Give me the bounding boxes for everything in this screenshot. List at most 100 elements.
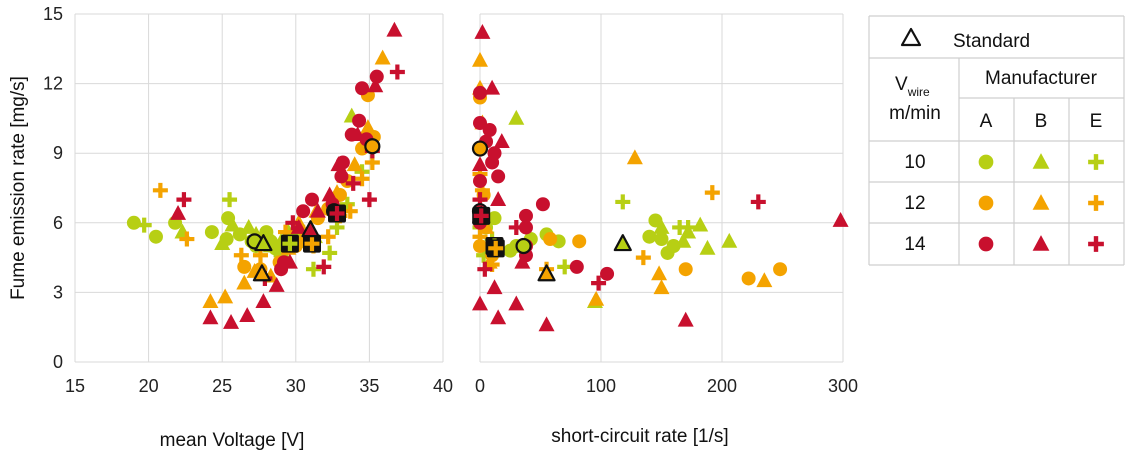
data-point-e-14 xyxy=(472,192,488,208)
legend-table: Standard Vwire m/min Manufacturer A B E … xyxy=(868,15,1125,266)
data-point-b-14 xyxy=(349,126,366,142)
data-point-b-10 xyxy=(240,218,257,234)
data-point-e-10 xyxy=(615,194,631,210)
data-point-e-10 xyxy=(680,219,696,235)
legend-vwire-main: V xyxy=(895,74,908,95)
data-point-b-14 xyxy=(223,314,240,329)
legend-marker-e-10 xyxy=(1088,154,1104,170)
data-point-a-14 xyxy=(535,197,550,212)
data-point-b-12 xyxy=(236,274,253,290)
data-point-e-14 xyxy=(345,175,361,191)
data-point-a-14 xyxy=(473,116,487,131)
legend-marker-a-14 xyxy=(978,236,994,252)
data-point-b-10 xyxy=(699,239,716,255)
data-point-e-12 xyxy=(294,231,310,247)
x-axis-title-short-circuit: short-circuit rate [1/s] xyxy=(551,426,728,447)
data-point-a-14 xyxy=(369,69,384,84)
standard-point-10 xyxy=(254,234,273,252)
data-point-b-10 xyxy=(692,216,709,232)
legend-col-a: A xyxy=(980,111,993,132)
y-tick-label: 15 xyxy=(43,4,63,24)
data-point-a-14 xyxy=(473,85,487,100)
x-axis-title-voltage: mean Voltage [V] xyxy=(160,430,305,451)
legend-row-10: 10 xyxy=(904,152,925,173)
x-tick-label: 30 xyxy=(286,376,306,396)
data-point-b-14 xyxy=(472,156,488,172)
data-point-a-10 xyxy=(666,239,681,253)
data-point-b-14 xyxy=(281,253,298,269)
y-axis-title: Fume emission rate [mg/s] xyxy=(8,76,29,300)
legend-marker-b-10 xyxy=(1032,153,1050,169)
legend-col-e: E xyxy=(1090,111,1103,132)
data-point-b-10 xyxy=(721,232,738,248)
standard-point-10 xyxy=(515,237,532,255)
data-point-b-14 xyxy=(309,202,326,218)
data-point-e-14 xyxy=(361,192,377,208)
data-point-e-10 xyxy=(476,247,492,263)
x-tick-label: 300 xyxy=(828,376,858,396)
data-point-a-14 xyxy=(482,123,497,137)
data-point-a-10 xyxy=(148,229,163,244)
data-point-a-12 xyxy=(543,232,558,247)
data-point-e-12 xyxy=(472,229,488,245)
data-point-a-14 xyxy=(304,192,319,207)
data-point-b-10 xyxy=(653,218,670,234)
legend-manufacturer-label: Manufacturer xyxy=(985,68,1098,89)
data-point-e-12 xyxy=(252,247,268,263)
standard-point-10 xyxy=(613,234,632,252)
data-point-e-14 xyxy=(477,261,493,277)
x-tick-label: 100 xyxy=(586,376,616,396)
data-point-b-12 xyxy=(374,49,391,65)
data-point-a-14 xyxy=(473,174,487,189)
data-point-e-10 xyxy=(339,196,355,212)
data-point-a-14 xyxy=(355,81,370,96)
data-point-b-12 xyxy=(626,149,643,165)
legend-markers xyxy=(900,27,1104,252)
data-point-b-14 xyxy=(202,309,219,325)
data-point-e-10 xyxy=(136,217,152,233)
data-point-e-10 xyxy=(305,261,321,277)
data-point-a-14 xyxy=(569,259,584,274)
y-tick-label: 6 xyxy=(53,213,63,233)
legend-marker-b-12 xyxy=(1032,194,1050,210)
data-point-b-14 xyxy=(538,316,555,332)
data-point-e-12 xyxy=(635,250,651,266)
standard-point-12 xyxy=(537,264,556,282)
data-point-e-14 xyxy=(750,194,766,210)
grid xyxy=(74,13,844,363)
data-point-e-12 xyxy=(484,257,500,273)
legend-marker-e-14 xyxy=(1088,236,1104,252)
x-tick-label: 20 xyxy=(139,376,159,396)
data-point-a-14 xyxy=(491,169,506,184)
y-tick-label: 12 xyxy=(43,74,63,94)
data-point-b-12 xyxy=(653,279,670,295)
data-point-e-12 xyxy=(233,247,249,263)
data-point-a-12 xyxy=(741,271,756,286)
data-point-e-14 xyxy=(176,192,192,208)
legend-vwire-unit: m/min xyxy=(889,103,941,124)
legend-vwire-sub: wire xyxy=(907,85,930,99)
data-point-a-14 xyxy=(334,169,349,184)
data-point-e-14 xyxy=(591,275,607,291)
data-point-e-12 xyxy=(152,182,168,198)
data-point-e-14 xyxy=(285,215,301,231)
data-point-b-14 xyxy=(832,211,849,227)
data-point-b-14 xyxy=(677,311,694,327)
x-tick-label: 25 xyxy=(212,376,232,396)
data-point-b-14 xyxy=(490,191,507,206)
data-point-b-14 xyxy=(484,79,501,95)
data-point-a-10 xyxy=(487,211,502,226)
data-point-a-12 xyxy=(473,239,487,253)
data-point-a-14 xyxy=(518,220,533,235)
legend-marker-a-12 xyxy=(978,195,994,211)
x-tick-label: 35 xyxy=(359,376,379,396)
data-point-b-14 xyxy=(367,77,384,93)
data-point-a-14 xyxy=(518,208,533,223)
data-points xyxy=(126,21,849,332)
data-point-a-10 xyxy=(654,232,669,247)
x-tick-label: 15 xyxy=(65,376,85,396)
data-point-b-14 xyxy=(472,295,488,311)
standard-point-12 xyxy=(488,240,504,256)
data-point-a-14 xyxy=(487,146,502,161)
